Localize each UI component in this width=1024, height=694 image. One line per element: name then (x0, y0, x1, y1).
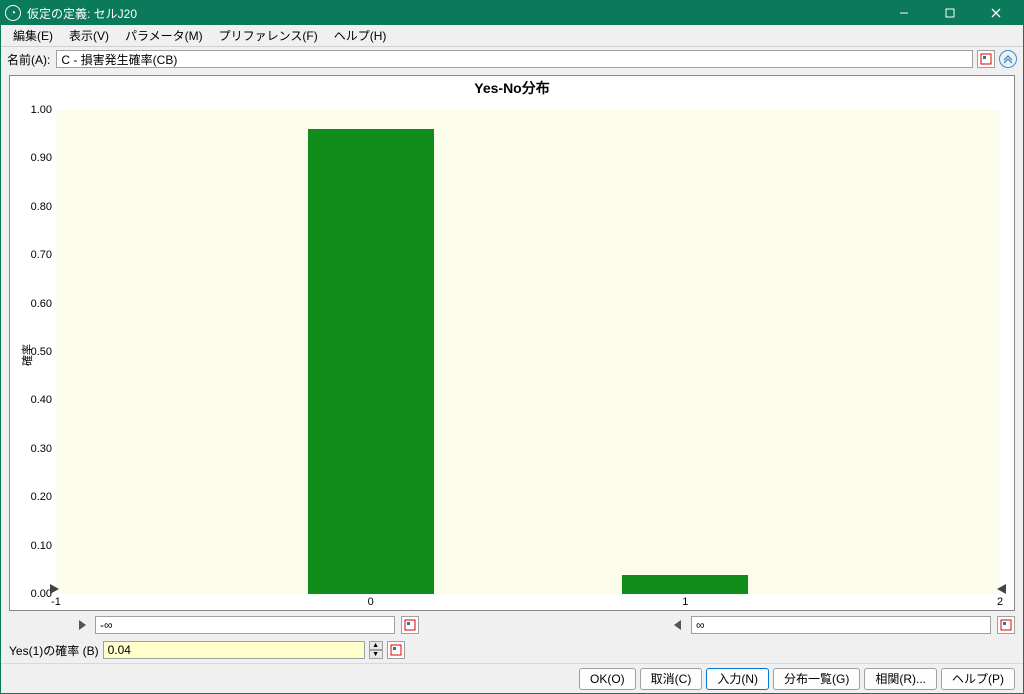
help-button[interactable]: ヘルプ(P) (941, 668, 1015, 690)
app-icon: ◔ (5, 5, 21, 21)
x-tick: 0 (368, 594, 374, 608)
plot-area: 0.000.100.200.300.400.500.600.700.800.90… (56, 110, 1000, 594)
range-left-ref-icon[interactable] (401, 616, 419, 634)
cancel-button[interactable]: 取消(C) (640, 668, 703, 690)
menu-help[interactable]: ヘルプ(H) (326, 25, 395, 46)
dist-button[interactable]: 分布一覧(G) (773, 668, 860, 690)
enter-button[interactable]: 入力(N) (706, 668, 769, 690)
range-right-arrow-icon[interactable] (671, 618, 685, 632)
chart-body: 確率 0.000.100.200.300.400.500.600.700.800… (10, 100, 1014, 610)
param-spinner[interactable]: ▲ ▼ (369, 641, 383, 659)
chart-title: Yes-No分布 (10, 76, 1014, 100)
x-tick: 1 (682, 594, 688, 608)
y-tick: 0.80 (31, 201, 56, 213)
menubar: 編集(E) 表示(V) パラメータ(M) プリファレンス(F) ヘルプ(H) (1, 25, 1023, 47)
window-title: 仮定の定義: セルJ20 (27, 5, 881, 22)
y-tick: 0.40 (31, 394, 56, 406)
range-left-input[interactable] (95, 616, 395, 634)
corr-button[interactable]: 相関(R)... (864, 668, 937, 690)
y-tick: 0.20 (31, 491, 56, 503)
spin-down-icon[interactable]: ▼ (369, 650, 383, 659)
y-tick: 1.00 (31, 104, 56, 116)
cell-ref-icon[interactable] (977, 50, 995, 68)
param-ref-icon[interactable] (387, 641, 405, 659)
range-row (1, 613, 1023, 637)
menu-pref[interactable]: プリファレンス(F) (211, 25, 326, 46)
x-tick: -1 (51, 594, 61, 608)
y-tick: 0.30 (31, 443, 56, 455)
y-tick: 0.10 (31, 540, 56, 552)
range-handle-right-icon[interactable] (994, 582, 1008, 596)
y-tick: 0.60 (31, 298, 56, 310)
button-row: OK(O) 取消(C) 入力(N) 分布一覧(G) 相関(R)... ヘルプ(P… (1, 663, 1023, 693)
spin-up-icon[interactable]: ▲ (369, 641, 383, 650)
name-input[interactable] (56, 50, 973, 68)
chart-bar (308, 129, 434, 594)
y-tick: 0.70 (31, 249, 56, 261)
y-tick: 0.90 (31, 152, 56, 164)
name-row: 名前(A): (1, 47, 1023, 71)
chart-bar (622, 575, 748, 594)
ok-button[interactable]: OK(O) (579, 668, 636, 690)
y-tick: 0.50 (31, 346, 56, 358)
menu-view[interactable]: 表示(V) (61, 25, 117, 46)
range-handle-left-icon[interactable] (48, 582, 62, 596)
maximize-button[interactable] (927, 1, 973, 25)
minimize-button[interactable] (881, 1, 927, 25)
range-left-arrow-icon[interactable] (75, 618, 89, 632)
collapse-icon[interactable] (999, 50, 1017, 68)
menu-edit[interactable]: 編集(E) (5, 25, 61, 46)
titlebar: ◔ 仮定の定義: セルJ20 (1, 1, 1023, 25)
chart-frame: Yes-No分布 確率 0.000.100.200.300.400.500.60… (9, 75, 1015, 611)
name-label: 名前(A): (7, 51, 50, 68)
param-row: Yes(1)の確率 (B) ▲ ▼ (1, 637, 1023, 663)
param-label: Yes(1)の確率 (B) (9, 642, 99, 659)
x-tick: 2 (997, 594, 1003, 608)
menu-param[interactable]: パラメータ(M) (117, 25, 211, 46)
range-right-input[interactable] (691, 616, 991, 634)
param-input[interactable] (103, 641, 365, 659)
range-right-ref-icon[interactable] (997, 616, 1015, 634)
close-button[interactable] (973, 1, 1019, 25)
